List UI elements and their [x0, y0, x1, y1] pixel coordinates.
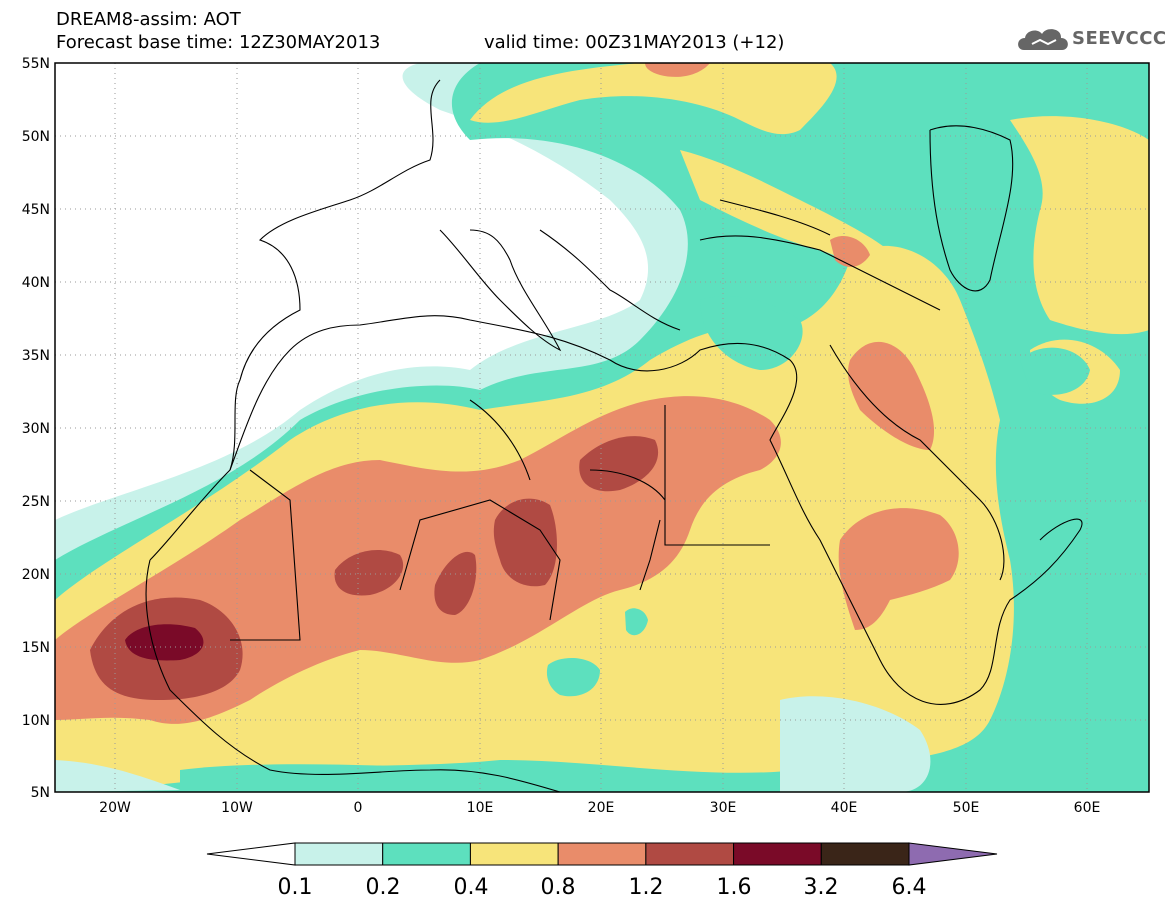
lon-label: 30E	[710, 800, 737, 816]
colorbar-swatch	[294, 842, 384, 866]
logo-text: SEEVCCC	[1072, 28, 1165, 49]
lon-label: 10E	[467, 800, 494, 816]
lon-label: 40E	[831, 800, 858, 816]
colorbar-swatch	[645, 842, 735, 866]
longitude-labels: 20W 10W 0 10E 20E 30E 40E 50E 60E	[99, 800, 1100, 816]
lon-label: 0	[354, 800, 363, 816]
latitude-labels: 55N 50N 45N 40N 35N 30N 25N 20N 15N 10N …	[22, 56, 50, 801]
colorbar-tick: 1.6	[717, 875, 752, 900]
lat-label: 55N	[22, 56, 50, 72]
lat-label: 5N	[31, 785, 50, 801]
lon-label: 10W	[221, 800, 253, 816]
map-title: DREAM8-assim: AOT	[56, 9, 241, 30]
colorbar-tick: 6.4	[892, 875, 927, 900]
lat-label: 10N	[22, 713, 50, 729]
coastlines	[145, 79, 1083, 792]
valid-time-label: valid time: 00Z31MAY2013 (+12)	[484, 32, 785, 53]
colorbar-tick: 0.4	[454, 875, 489, 900]
aot-contour-field	[55, 63, 1149, 792]
colorbar	[206, 842, 998, 866]
colorbar-swatch	[557, 842, 647, 866]
colorbar-tick: 0.8	[541, 875, 576, 900]
lat-label: 40N	[22, 275, 50, 291]
seevccc-logo: SEEVCCC	[1016, 22, 1165, 56]
lat-label: 25N	[22, 494, 50, 510]
colorbar-over-arrow	[908, 842, 998, 866]
lat-label: 50N	[22, 129, 50, 145]
colorbar-tick: 0.1	[278, 875, 313, 900]
map-frame	[54, 62, 1150, 793]
colorbar-tick-labels: 0.1 0.2 0.4 0.8 1.2 1.6 3.2 6.4	[278, 875, 927, 900]
colorbar-swatch	[382, 842, 471, 866]
lon-label: 20E	[588, 800, 615, 816]
lat-label: 35N	[22, 348, 50, 364]
lon-label: 50E	[953, 800, 980, 816]
lat-label: 15N	[22, 640, 50, 656]
cloud-icon	[1018, 29, 1068, 50]
colorbar-tick: 0.2	[366, 875, 401, 900]
lat-label: 20N	[22, 567, 50, 583]
lat-label: 45N	[22, 202, 50, 218]
base-time-label: Forecast base time: 12Z30MAY2013	[56, 32, 381, 53]
colorbar-tick: 3.2	[804, 875, 839, 900]
colorbar-swatch	[820, 842, 910, 866]
lon-label: 60E	[1074, 800, 1101, 816]
lon-label: 20W	[99, 800, 131, 816]
colorbar-swatch	[469, 842, 559, 866]
colorbar-swatch	[733, 842, 822, 866]
lat-label: 30N	[22, 421, 50, 437]
colorbar-tick: 1.2	[629, 875, 664, 900]
colorbar-under-arrow	[206, 842, 296, 866]
